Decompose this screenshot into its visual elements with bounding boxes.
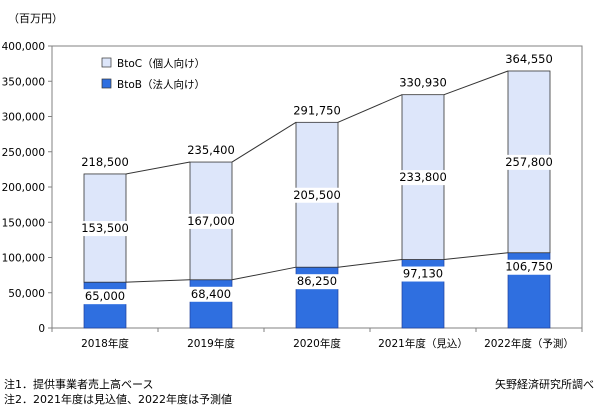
y-tick-label: 300,000 [2, 112, 45, 124]
source-credit: 矢野経済研究所調べ [495, 378, 594, 391]
data-label-btob: 65,000 [85, 289, 125, 303]
data-label-total: 291,750 [293, 103, 341, 117]
y-tick-label: 400,000 [2, 41, 45, 53]
series-line-btob [337, 259, 403, 268]
data-label-bg-btoc [181, 213, 241, 229]
y-tick-label: 150,000 [2, 217, 45, 229]
y-tick-label: 250,000 [2, 147, 45, 159]
y-tick-label: 100,000 [2, 253, 45, 265]
data-label-btob: 106,750 [505, 260, 553, 274]
data-label-btoc: 153,500 [81, 221, 129, 235]
data-label-btoc: 257,800 [505, 155, 553, 169]
data-label-btoc: 233,800 [399, 170, 447, 184]
data-label-total: 218,500 [81, 155, 129, 169]
y-unit-label: （百万円） [8, 12, 63, 25]
footnote-2: 注2．2021年度は見込値、2022年度は予測値 [4, 393, 232, 406]
series-line-btob [125, 279, 191, 283]
data-label-btob: 86,250 [297, 274, 337, 288]
data-label-total: 364,550 [505, 52, 553, 66]
x-tick-label: 2018年度 [81, 337, 129, 350]
series-line-total [337, 94, 403, 123]
x-tick-label: 2020年度 [293, 337, 341, 350]
legend-swatch [101, 78, 112, 89]
series-line-total [443, 70, 509, 96]
data-label-btoc: 205,500 [293, 188, 341, 202]
data-label-btob: 68,400 [191, 287, 231, 301]
y-tick-label: 0 [38, 323, 45, 335]
footnote-1: 注1．提供事業者売上高ベース [4, 378, 154, 391]
data-label-bg-btob [184, 286, 238, 302]
data-label-total: 330,930 [399, 76, 447, 90]
data-label-bg-btob [78, 289, 132, 305]
series-line-total [231, 121, 297, 163]
y-tick-label: 200,000 [2, 182, 45, 194]
legend-label: BtoC（個人向け） [117, 57, 205, 70]
x-tick-label: 2021年度（見込） [378, 337, 468, 350]
y-tick-label: 350,000 [2, 76, 45, 88]
series-line-total [125, 161, 191, 175]
data-label-bg-btoc [393, 170, 453, 186]
data-label-btob: 97,130 [403, 267, 443, 281]
x-tick-label: 2022年度（予測） [484, 337, 574, 350]
data-label-btoc: 167,000 [187, 214, 235, 228]
series-line-btob [231, 266, 297, 281]
x-tick-label: 2019年度 [187, 337, 235, 350]
data-label-bg-btoc [287, 187, 347, 203]
series-line-btob [443, 252, 509, 261]
data-label-bg-btoc [499, 154, 559, 170]
data-label-bg-btob [396, 266, 450, 282]
legend-swatch [101, 57, 112, 68]
data-label-total: 235,400 [187, 143, 235, 157]
y-tick-label: 50,000 [8, 288, 45, 300]
data-label-bg-btob [290, 274, 344, 290]
data-label-bg-btob [502, 259, 556, 275]
data-label-bg-btoc [75, 221, 135, 237]
legend-label: BtoB（法人向け） [117, 78, 205, 91]
